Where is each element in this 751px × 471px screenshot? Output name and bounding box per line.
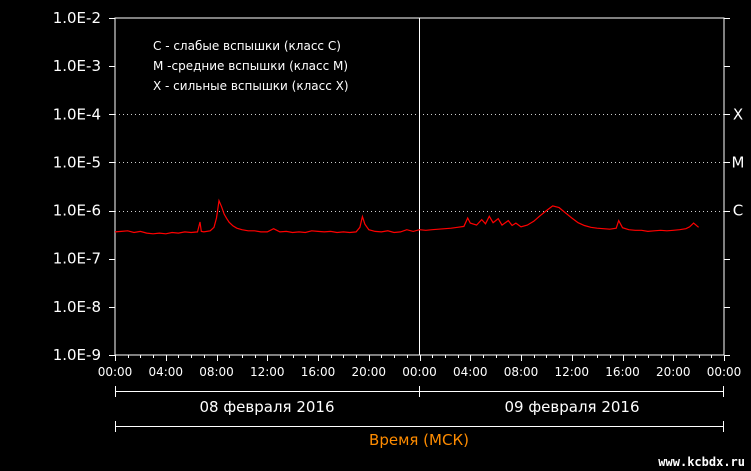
x-tick-label: 16:00 bbox=[301, 365, 336, 379]
watermark: www.kcbdx.ru bbox=[658, 455, 745, 469]
x-tick-label: 12:00 bbox=[554, 365, 589, 379]
y-tick-label: 1.0E-5 bbox=[53, 153, 101, 171]
series-line bbox=[114, 198, 699, 235]
x-tick-label: 00:00 bbox=[98, 365, 133, 379]
x-tick-label: 20:00 bbox=[656, 365, 691, 379]
x-tick-label: 08:00 bbox=[199, 365, 234, 379]
legend-entry: C - слабые вспышки (класс C) bbox=[153, 39, 341, 53]
threshold-label: M bbox=[732, 153, 745, 171]
day-label: 09 февраля 2016 bbox=[504, 398, 639, 416]
y-tick-label: 1.0E-9 bbox=[53, 346, 101, 364]
x-tick-label: 04:00 bbox=[453, 365, 488, 379]
y-tick-label: 1.0E-3 bbox=[53, 57, 101, 75]
threshold-label: C bbox=[733, 202, 743, 220]
y-tick-label: 1.0E-7 bbox=[53, 250, 101, 268]
x-tick-label: 20:00 bbox=[351, 365, 386, 379]
x-tick-label: 04:00 bbox=[148, 365, 183, 379]
threshold-label: X bbox=[733, 105, 743, 123]
x-tick-label: 00:00 bbox=[402, 365, 437, 379]
legend-entry: X - сильные вспышки (класс X) bbox=[153, 79, 349, 93]
x-tick-label: 16:00 bbox=[605, 365, 640, 379]
day-label: 08 февраля 2016 bbox=[199, 398, 334, 416]
y-tick-label: 1.0E-6 bbox=[53, 202, 101, 220]
x-tick-label: 00:00 bbox=[707, 365, 742, 379]
y-tick-label: 1.0E-2 bbox=[53, 9, 101, 27]
y-tick-label: 1.0E-4 bbox=[53, 105, 101, 123]
x-axis-label: Время (МСК) bbox=[369, 431, 469, 449]
x-tick-label: 08:00 bbox=[504, 365, 539, 379]
y-tick-label: 1.0E-8 bbox=[53, 298, 101, 316]
x-tick-label: 12:00 bbox=[250, 365, 285, 379]
legend-entry: M -средние вспышки (класс M) bbox=[153, 59, 348, 73]
